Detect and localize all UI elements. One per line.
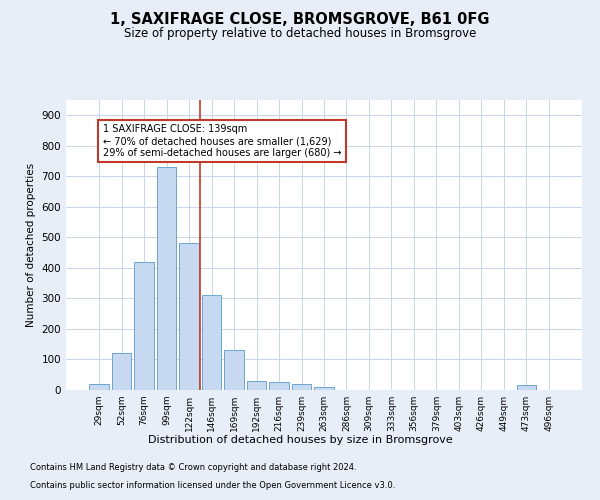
Bar: [112, 354, 131, 390]
Text: 1, SAXIFRAGE CLOSE, BROMSGROVE, B61 0FG: 1, SAXIFRAGE CLOSE, BROMSGROVE, B61 0FG: [110, 12, 490, 28]
Text: Contains public sector information licensed under the Open Government Licence v3: Contains public sector information licen…: [30, 481, 395, 490]
Bar: [224, 350, 244, 390]
Text: Contains HM Land Registry data © Crown copyright and database right 2024.: Contains HM Land Registry data © Crown c…: [30, 464, 356, 472]
Y-axis label: Number of detached properties: Number of detached properties: [26, 163, 36, 327]
Bar: [314, 387, 334, 390]
Text: Distribution of detached houses by size in Bromsgrove: Distribution of detached houses by size …: [148, 435, 452, 445]
Bar: [269, 382, 289, 390]
Bar: [202, 296, 221, 390]
Bar: [517, 386, 536, 390]
Bar: [179, 244, 199, 390]
Bar: [292, 384, 311, 390]
Text: Size of property relative to detached houses in Bromsgrove: Size of property relative to detached ho…: [124, 28, 476, 40]
Bar: [134, 262, 154, 390]
Bar: [247, 381, 266, 390]
Bar: [157, 167, 176, 390]
Bar: [89, 384, 109, 390]
Text: 1 SAXIFRAGE CLOSE: 139sqm
← 70% of detached houses are smaller (1,629)
29% of se: 1 SAXIFRAGE CLOSE: 139sqm ← 70% of detac…: [103, 124, 341, 158]
